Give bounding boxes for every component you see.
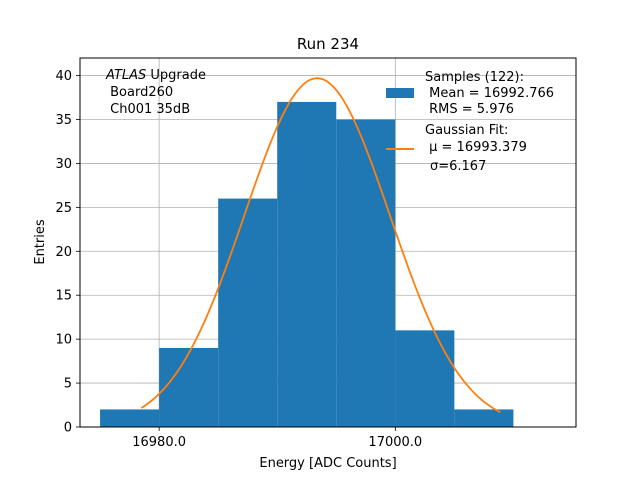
gaussian-fit xyxy=(140,77,501,414)
plot-area-frame xyxy=(79,57,577,428)
y-tick-label-3: 15 xyxy=(55,289,72,304)
histogram-bar-0 xyxy=(100,409,160,427)
annotation-line-3: Ch001 35dB xyxy=(106,102,190,117)
legend-samples-rms: RMS = 5.976 xyxy=(425,102,514,117)
legend-samples-title: Samples (122): xyxy=(425,70,524,85)
legend-fit-sigma: σ=6.167 xyxy=(430,159,486,174)
histogram-bar-3 xyxy=(277,101,337,427)
histogram-bar-4 xyxy=(336,119,396,427)
y-tick-label-6: 30 xyxy=(55,157,72,172)
y-tick-label-1: 5 xyxy=(64,377,72,392)
y-tick-label-4: 20 xyxy=(55,245,72,260)
y-tick-label-8: 40 xyxy=(55,69,72,84)
histogram-bars xyxy=(100,101,514,427)
chart-title: Run 234 xyxy=(297,35,359,53)
annotation-upgrade-text: Upgrade xyxy=(146,68,206,83)
atlas-annotation: ATLAS Upgrade Board260 Ch001 35dB xyxy=(105,68,206,117)
x-tick-label-0: 16980.0 xyxy=(132,435,186,450)
annotation-line-2: Board260 xyxy=(106,85,173,100)
histogram-bar-2 xyxy=(218,198,278,427)
legend-fit-mu: μ = 16993.379 xyxy=(425,140,527,155)
y-tick-label-2: 10 xyxy=(55,333,72,348)
x-tick-label-1: 17000.0 xyxy=(368,435,422,450)
axis-ticks: 0 5 10 15 20 25 30 35 40 16980.0 17000.0 xyxy=(55,69,422,450)
legend-samples-mean: Mean = 16992.766 xyxy=(425,86,554,101)
annotation-atlas-text: ATLAS xyxy=(105,68,146,83)
legend: Samples (122): Mean = 16992.766 RMS = 5.… xyxy=(386,70,554,174)
legend-fit-title: Gaussian Fit: xyxy=(425,123,508,138)
y-tick-label-7: 35 xyxy=(55,113,72,128)
histogram-bar-6 xyxy=(454,409,514,427)
y-tick-label-0: 0 xyxy=(64,421,72,436)
y-tick-label-5: 25 xyxy=(55,201,72,216)
histogram-bar-5 xyxy=(395,330,455,427)
legend-samples-swatch xyxy=(386,88,414,98)
gaussian-fit-curve xyxy=(140,77,501,414)
histogram-bar-1 xyxy=(159,347,219,427)
y-axis-label: Entries xyxy=(33,219,48,265)
annotation-line-1: ATLAS Upgrade xyxy=(105,68,206,83)
x-axis-label: Energy [ADC Counts] xyxy=(259,456,396,471)
